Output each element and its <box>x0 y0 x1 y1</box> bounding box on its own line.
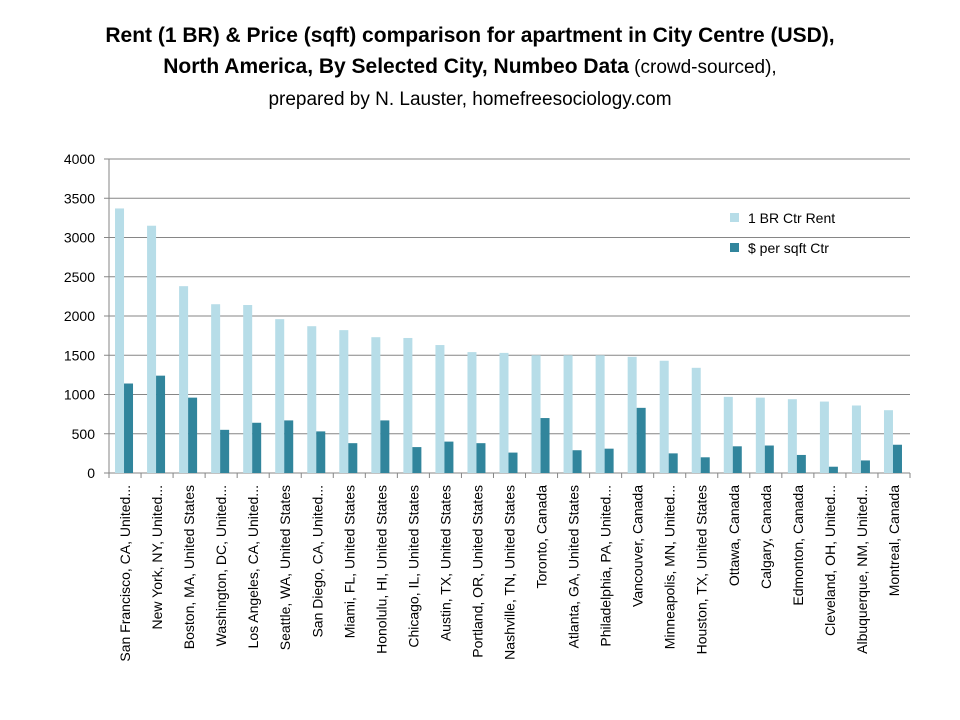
bar-1br-rent <box>339 330 349 473</box>
x-category-labels: San Francisco, CA, United... New York, NY… <box>117 485 902 662</box>
bar-1br-rent <box>435 345 445 473</box>
bar-1br-rent <box>275 319 285 473</box>
x-category-label: Cleveland, OH, United... <box>822 485 838 636</box>
legend-swatch-1br-rent <box>730 213 739 222</box>
x-category-label: Montreal, Canada <box>886 485 902 597</box>
y-tick-label: 3500 <box>64 190 95 206</box>
x-category-label: Honolulu, HI, United States <box>373 485 389 654</box>
x-category-label: New York, NY, United... <box>149 485 165 629</box>
bar-price-sqft <box>156 375 166 473</box>
bar-1br-rent <box>691 367 701 473</box>
x-category-label: Minneapolis, MN, United... <box>662 485 678 649</box>
bar-price-sqft <box>572 450 582 473</box>
bar-1br-rent <box>627 356 637 473</box>
bar-1br-rent <box>499 352 509 473</box>
y-tick-label: 500 <box>72 426 96 442</box>
y-tick-label: 1500 <box>64 347 95 363</box>
x-category-label: Seattle, WA, United States <box>277 485 293 650</box>
x-category-label: San Diego, CA, United... <box>309 485 325 638</box>
x-category-label: Calgary, Canada <box>758 485 774 589</box>
bar-1br-rent <box>595 355 605 473</box>
bar-1br-rent <box>723 396 733 473</box>
bar-price-sqft <box>540 418 550 473</box>
bar-price-sqft <box>860 460 870 473</box>
bar-price-sqft <box>188 397 198 473</box>
x-category-label: Portland, OR, United States <box>469 485 485 658</box>
legend-label-1br-rent: 1 BR Ctr Rent <box>748 210 835 226</box>
bar-1br-rent <box>211 304 221 473</box>
y-tick-label: 2000 <box>64 308 95 324</box>
gridlines <box>104 158 910 474</box>
bar-price-sqft <box>380 420 390 473</box>
bar-1br-rent <box>371 337 381 473</box>
x-category-label: Houston, TX, United States <box>694 485 710 654</box>
bar-price-sqft <box>636 407 646 473</box>
legend-swatch-price-sqft <box>730 243 739 252</box>
bar-1br-rent <box>883 410 893 473</box>
bar-1br-rent <box>787 399 797 473</box>
bar-1br-rent <box>755 397 765 473</box>
legend: 1 BR Ctr Rent $ per sqft Ctr <box>730 210 835 256</box>
x-category-label: Ottawa, Canada <box>726 485 742 586</box>
x-category-label: San Francisco, CA, United... <box>117 485 133 662</box>
x-category-label: Miami, FL, United States <box>341 485 357 638</box>
y-tick-labels: 0 500 1000 1500 2000 2500 3000 3500 4000 <box>64 151 95 481</box>
bar-price-sqft <box>828 466 838 473</box>
bar-price-sqft <box>252 422 262 473</box>
x-category-label: Edmonton, Canada <box>790 485 806 606</box>
bar-price-sqft <box>732 446 742 473</box>
bar-1br-rent <box>819 401 829 473</box>
bar-price-sqft <box>348 443 358 473</box>
bar-price-sqft <box>412 447 422 473</box>
bar-price-sqft <box>700 457 710 473</box>
x-category-label: Toronto, Canada <box>534 485 550 589</box>
x-category-label: Chicago, IL, United States <box>405 485 421 648</box>
bar-1br-rent <box>851 405 861 473</box>
y-tick-label: 0 <box>87 465 95 481</box>
bar-price-sqft <box>668 453 678 473</box>
y-tick-label: 3000 <box>64 230 95 246</box>
title-line-2-suffix: (crowd-sourced), <box>628 57 777 78</box>
bar-1br-rent <box>531 355 541 473</box>
bar-1br-rent <box>307 326 317 473</box>
x-category-label: Nashville, TN, United States <box>502 485 518 660</box>
x-category-label: Los Angeles, CA, United... <box>245 485 261 648</box>
bar-price-sqft <box>764 445 774 473</box>
x-category-label: Boston, MA, United States <box>181 485 197 649</box>
y-tick-label: 2500 <box>64 269 95 285</box>
x-category-label: Austin, TX, United States <box>437 485 453 641</box>
y-tick-label: 4000 <box>64 151 95 167</box>
bar-1br-rent <box>403 337 413 473</box>
bar-price-sqft <box>508 452 518 473</box>
bar-1br-rent <box>467 352 477 473</box>
bar-price-sqft <box>220 429 230 473</box>
bar-1br-rent <box>243 305 253 473</box>
bar-1br-rent <box>179 286 189 473</box>
title-line-2: North America, By Selected City, Numbeo … <box>163 55 629 78</box>
bar-1br-rent <box>659 360 669 473</box>
x-category-label: Philadelphia, PA, United... <box>598 485 614 647</box>
title-line-3: prepared by N. Lauster, homefreesociolog… <box>268 89 672 110</box>
bars <box>115 208 902 473</box>
bar-1br-rent <box>563 355 573 473</box>
bar-price-sqft <box>316 431 326 473</box>
x-category-label: Washington, DC, United... <box>213 485 229 646</box>
bar-price-sqft <box>476 443 486 473</box>
bar-price-sqft <box>124 383 134 473</box>
bar-price-sqft <box>284 420 294 473</box>
y-tick-label: 1000 <box>64 387 95 403</box>
bar-price-sqft <box>796 454 806 473</box>
bar-price-sqft <box>892 444 902 473</box>
legend-label-price-sqft: $ per sqft Ctr <box>748 240 829 256</box>
bar-price-sqft <box>604 448 614 473</box>
bar-1br-rent <box>115 208 125 473</box>
chart-title: Rent (1 BR) & Price (sqft) comparison fo… <box>0 20 940 115</box>
x-category-label: Atlanta, GA, United States <box>566 485 582 648</box>
x-category-label: Vancouver, Canada <box>630 485 646 607</box>
title-line-1: Rent (1 BR) & Price (sqft) comparison fo… <box>105 24 835 47</box>
bar-1br-rent <box>147 225 157 473</box>
bar-price-sqft <box>444 441 454 473</box>
x-category-label: Albuquerque, NM, United... <box>854 485 870 654</box>
